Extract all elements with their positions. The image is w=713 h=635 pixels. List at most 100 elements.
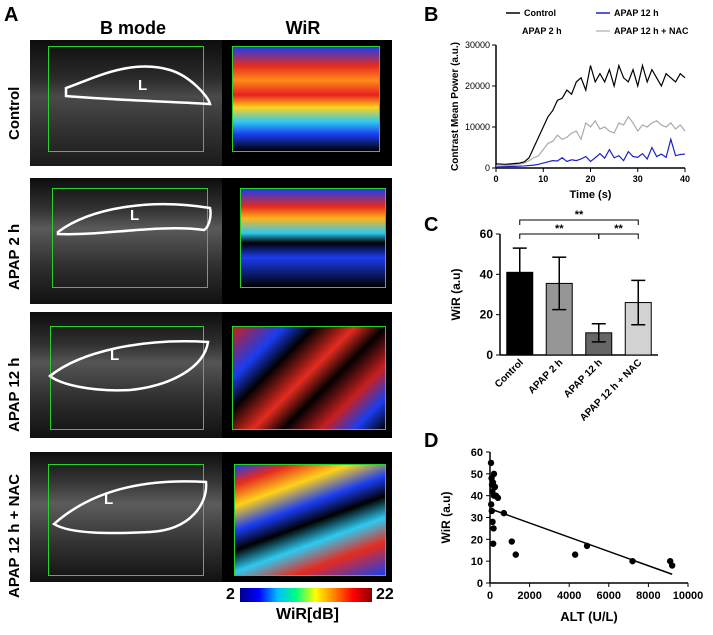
liver-marker: L	[104, 491, 113, 508]
c-sig-label: **	[575, 210, 584, 221]
c-category-label: APAP 2 h	[526, 357, 565, 396]
d-x-tick-label: 10000	[673, 590, 704, 602]
c-y-tick-label: 20	[480, 308, 494, 322]
d-point	[489, 540, 497, 547]
c-y-tick-label: 60	[480, 227, 494, 241]
c-sig-bracket	[519, 219, 639, 225]
d-point	[490, 470, 498, 478]
d-y-tick-label: 50	[471, 469, 483, 481]
liver-marker: L	[110, 347, 119, 364]
d-x-tick-label: 8000	[636, 590, 660, 602]
d-point	[583, 542, 591, 550]
d-point	[494, 494, 502, 502]
roi-box	[232, 46, 380, 152]
b-series-line-0	[495, 63, 686, 165]
roi-box	[50, 326, 204, 430]
d-y-tick-label: 0	[477, 578, 483, 590]
d-point	[491, 483, 499, 491]
b-legend-label: Control	[524, 8, 556, 18]
b-series-line-1	[495, 115, 686, 167]
b-legend-label: APAP 2 h	[522, 26, 562, 36]
d-x-label: ALT (U/L)	[560, 609, 618, 624]
b-series-line-2	[495, 137, 686, 168]
bmode-image-apap-12h: L	[30, 312, 222, 438]
row-label-control: Control	[6, 86, 23, 140]
panel-b-letter: B	[424, 4, 439, 26]
b-y-tick-label: 20000	[465, 81, 490, 91]
liver-marker: L	[130, 207, 139, 224]
wir-image-apap-12h	[222, 312, 392, 438]
chart-b: 0 10000 20000 30000 0 10 20 30 40 Time (s) Contras…	[450, 8, 690, 201]
bmode-image-apap-12h-nac: L	[30, 452, 222, 582]
d-trendline	[489, 508, 673, 575]
b-legend-label: APAP 12 h + NAC	[614, 26, 689, 36]
wir-column-header: WiR	[285, 18, 321, 38]
liver-contour: L	[56, 202, 212, 236]
b-x-label: Time (s)	[570, 189, 612, 201]
d-y-tick-label: 20	[471, 534, 483, 546]
d-point	[489, 518, 496, 526]
d-point	[512, 551, 519, 558]
b-x-tick-label: 20	[585, 174, 595, 184]
d-y-tick-label: 10	[471, 556, 483, 568]
d-y-tick-label: 60	[471, 447, 483, 459]
bmode-column-header: B mode	[99, 18, 166, 38]
colorbar-max-label: 22	[376, 586, 394, 603]
c-sig-label: **	[614, 223, 623, 235]
d-point	[487, 501, 495, 508]
wir-image-apap-12h-nac	[222, 452, 392, 582]
row-label-apap-12h: APAP 12 h	[6, 357, 23, 432]
liver-contour: L	[64, 65, 212, 106]
wir-image-apap-2h	[222, 178, 392, 304]
c-y-label: WiR (a.u)	[449, 269, 463, 321]
row-label-apap-2h: APAP 2 h	[6, 223, 23, 290]
liver-contour: L	[51, 480, 208, 535]
roi-box	[48, 464, 204, 576]
b-x-tick-label: 10	[538, 174, 548, 184]
d-point	[500, 509, 508, 517]
b-y-tick-label: 30000	[465, 40, 490, 50]
roi-box	[48, 46, 204, 152]
liver-marker: L	[138, 77, 147, 94]
wir-image-control	[222, 40, 392, 166]
panel-d-letter: D	[424, 430, 439, 452]
b-y-tick-label: 0	[485, 163, 490, 173]
d-point	[508, 538, 515, 545]
b-y-tick-label: 10000	[465, 122, 490, 132]
d-point	[629, 557, 636, 565]
roi-box	[52, 188, 208, 288]
d-x-tick-label: 0	[487, 590, 493, 602]
colorbar-min-label: 2	[226, 586, 235, 603]
b-y-label: Contrast Mean Power (a.u.)	[450, 42, 461, 171]
roi-box	[234, 464, 386, 576]
d-point	[490, 525, 497, 532]
colorbar-title: WiR[dB]	[276, 606, 339, 623]
d-y-label: WiR (a.u)	[439, 492, 453, 544]
panel-a-letter: A	[4, 4, 19, 26]
d-y-tick-label: 40	[471, 491, 483, 503]
d-point	[487, 459, 495, 467]
bmode-image-apap-2h: L	[30, 178, 222, 304]
c-y-tick-label: 0	[486, 348, 493, 362]
chart-d: 0 10 20 30 40 50 60 0 2000 4000 6000 8000 10000 ALT (…	[439, 447, 704, 624]
c-sig-bracket	[598, 233, 639, 239]
c-category-label: Control	[493, 357, 526, 390]
roi-box	[232, 326, 386, 430]
b-legend-label: APAP 12 h	[614, 8, 659, 18]
bmode-image-control: L	[30, 40, 222, 166]
row-label-apap-12h-nac: APAP 12 h + NAC	[6, 473, 23, 598]
b-x-tick-label: 40	[680, 174, 690, 184]
liver-contour: L	[47, 340, 210, 392]
d-point	[571, 551, 579, 558]
d-point	[668, 562, 676, 569]
c-sig-label: **	[555, 223, 564, 235]
panel-c-letter: C	[424, 214, 439, 236]
c-y-tick-label: 40	[480, 267, 494, 281]
b-x-tick-label: 0	[493, 174, 498, 184]
c-category-label: APAP 12 h	[562, 357, 605, 400]
colorbar	[240, 588, 372, 602]
d-x-tick-label: 4000	[557, 590, 581, 602]
roi-box	[240, 188, 386, 288]
d-point	[488, 507, 495, 515]
